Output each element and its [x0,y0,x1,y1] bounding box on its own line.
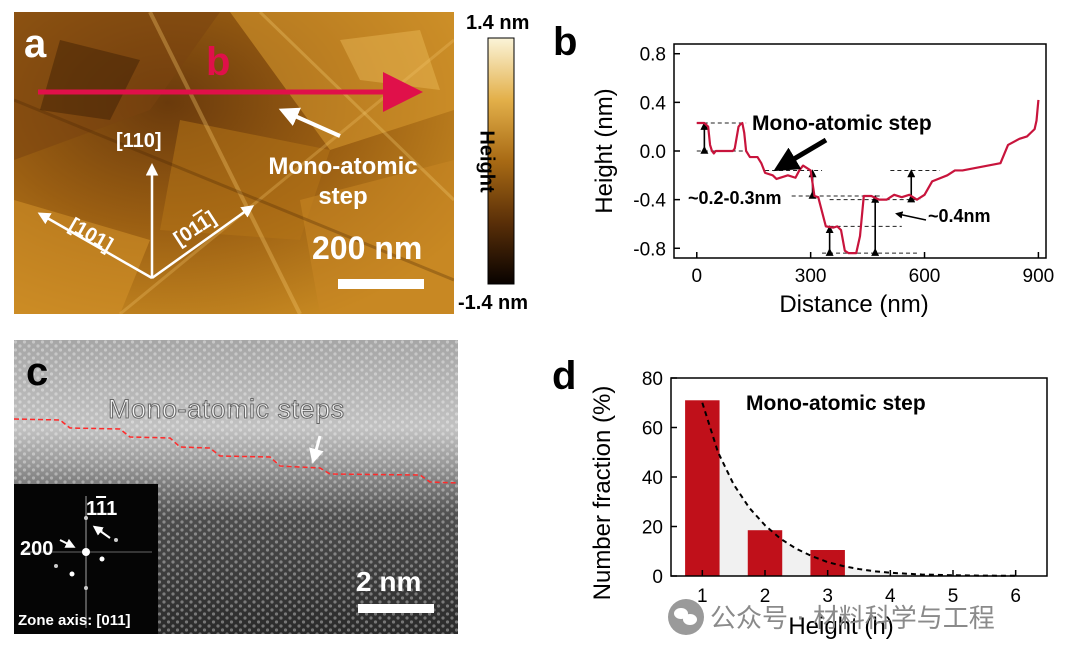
watermark: 公众号 · 材料科学与工程 [668,598,995,635]
fft-111-arrow [92,525,111,539]
chart-b-xtick-label: 900 [1023,266,1055,287]
afm-step-annotation: Mono-atomic step [268,153,418,210]
chart-d-xlabel: Height (h) [788,613,893,640]
watermark-text: 公众号 · 材料科学与工程 [710,604,995,634]
chart-b-ytick-label: 0.4 [640,93,667,114]
colorbar-max-label: 1.4 nm [466,12,530,34]
tem-scale-bar [358,604,434,613]
chart-d-xtick-label: 5 [948,586,959,607]
afm-colorbar [487,37,515,285]
arrow-101 [37,212,153,280]
chart-b-ytick-label: -0.4 [633,191,666,212]
chart-b: 0 300 600 900 0.8 0.4 0.0 -0.4 -0.8 Distance (nm)… [591,43,1055,318]
arrow-011bar [151,205,255,280]
chart-d-bar [685,400,720,576]
chart-b-series-line [696,99,1040,255]
chart-b-xtick-label: 600 [909,266,941,287]
chart-d-annotation: Mono-atomic step [746,392,926,415]
chart-d-ytick-label: 20 [642,518,663,539]
panel-a-afm-image [14,12,454,314]
chart-d-xtick-label: 6 [1010,586,1021,607]
panel-d-letter: d [552,354,577,398]
chart-d-xtick-label: 3 [822,586,833,607]
chart-d-bar [747,530,783,576]
chart-b-step-pointer [773,137,828,172]
chart-d-fit-line [701,402,1016,577]
chart-d-ytick-label: 40 [642,468,663,489]
afm-scale-label: 200 nm [312,230,423,266]
step-pointer-arrow [278,107,341,138]
chart-b-annotation-04: ~0.4nm [928,206,991,226]
colorbar-title: Height [475,130,498,193]
zone-axis-label: Zone axis: [011] [18,612,131,629]
chart-d-xtick-label: 4 [885,586,896,607]
panel-c-tem-image [13,340,459,634]
tem-scale-label: 2 nm [356,566,422,597]
chart-d-ytick-label: 0 [652,567,663,588]
step-dashed-line [13,418,459,484]
fft-label-111: 111 [86,498,118,520]
chart-b-04-pointer [895,211,927,221]
wechat-icon [668,598,704,635]
chart-b-xtick-label: 300 [795,266,827,287]
chart-b-ytick-label: 0.0 [640,142,666,163]
panel-a-letter: a [24,22,47,66]
chart-d-ytick-label: 60 [642,419,663,440]
chart-b-ylabel: Height (nm) [591,88,618,213]
chart-b-ytick-label: 0.8 [640,45,666,66]
chart-d-fit-area [702,402,1016,576]
panel-c-letter: c [26,350,49,394]
chart-d-ylabel: Number fraction (%) [589,386,616,601]
fft-200-arrow [59,538,76,548]
chart-b-xlabel: Distance (nm) [779,291,928,318]
tem-step-arrow [309,435,324,464]
afm-scale-bar [338,279,424,289]
chart-b-annotation-02: ~0.2-0.3nm [688,188,782,208]
colorbar-min-label: -1.4 nm [458,292,529,314]
panel-b-letter: b [553,20,578,64]
fft-label-200: 200 [20,538,54,560]
chart-d-xtick-label: 1 [697,586,708,607]
chart-d-ytick-label: 80 [642,369,663,390]
label-110: [110] [116,130,162,152]
chart-b-ytick-label: -0.8 [633,239,666,260]
profile-arrow-label: b [206,40,231,84]
chart-d-xtick-label: 2 [760,586,771,607]
chart-b-xtick-label: 0 [691,266,702,287]
tem-steps-label: Mono-atomic steps [108,394,345,425]
chart-b-step-annotation: Mono-atomic step [752,112,932,135]
